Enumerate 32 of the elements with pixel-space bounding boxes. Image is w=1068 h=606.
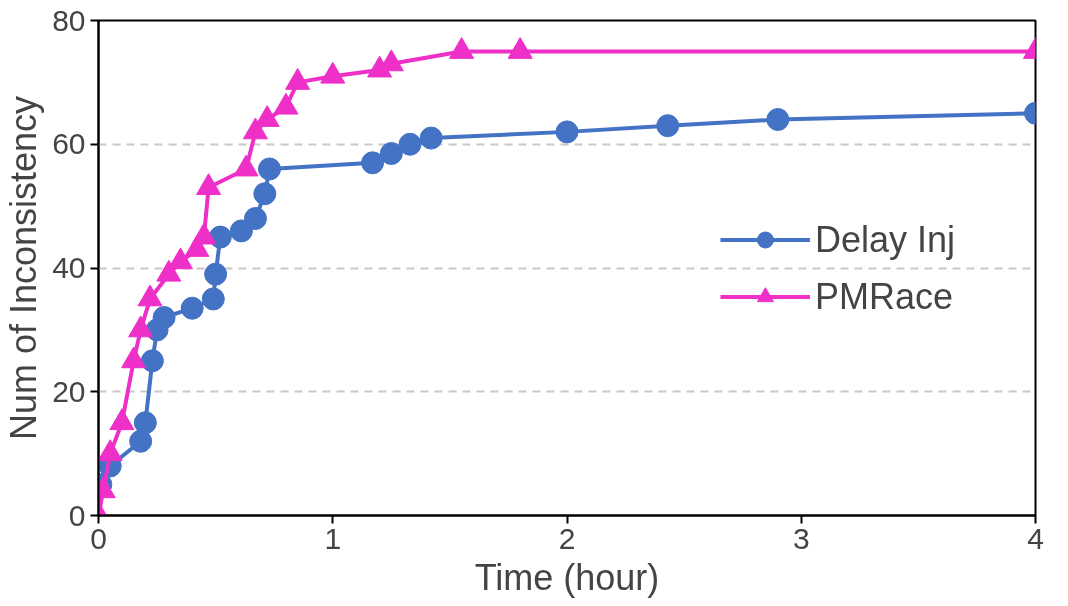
point [152,306,176,329]
point [196,173,222,195]
x-tick-label: 3 [792,521,810,555]
point [140,349,164,373]
y-tick-label: 40 [52,251,86,284]
x-tick-label: 2 [558,521,576,555]
x-tick-label: 1 [324,521,342,555]
point [229,219,253,243]
legend-label: Delay Inj [814,218,955,260]
point [449,37,475,59]
y-tick-label: 20 [52,374,86,408]
point [507,37,533,59]
x-axis-title: Time (hour) [474,556,660,598]
point [320,61,346,84]
y-tick-label: 0 [68,498,86,532]
point [242,117,268,140]
legend-label: PMRace [814,275,953,317]
point [180,296,204,320]
point [191,222,217,245]
point [201,287,225,311]
point [243,207,267,230]
point [233,154,259,177]
x-tick-label: 4 [1027,521,1044,555]
point [204,262,228,286]
y-tick-label: 60 [52,127,86,161]
point [133,411,157,435]
point [273,92,299,115]
point [129,429,153,453]
x-tick-label: 0 [90,521,107,555]
point [285,68,311,90]
y-axis-title: Num of Inconsistency [3,95,45,441]
y-tick-label: 80 [52,3,86,37]
